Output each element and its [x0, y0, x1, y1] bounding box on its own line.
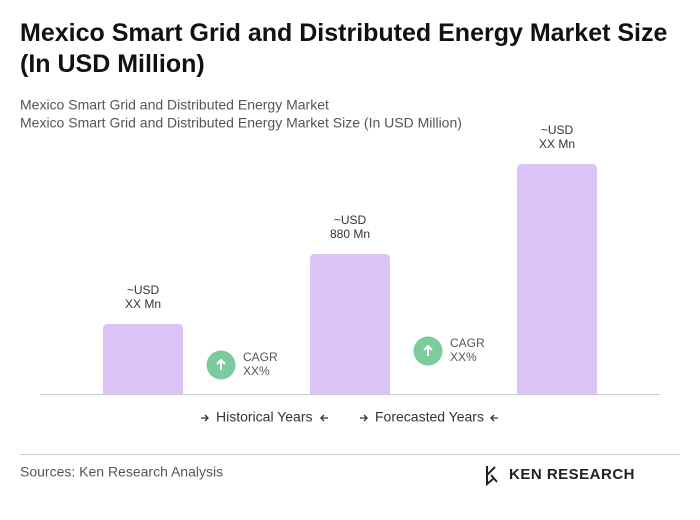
logo-icon	[486, 466, 498, 487]
value-label: XX Mn	[539, 137, 575, 151]
cagr-value: XX%	[450, 350, 477, 364]
cagr-arrow	[423, 344, 433, 356]
legend-entry: Forecasted Years	[375, 409, 484, 425]
bar	[310, 254, 390, 394]
bar	[103, 324, 183, 394]
cagr-label: CAGR	[243, 350, 278, 364]
legend-arrow	[320, 414, 328, 422]
legend-arrow	[360, 414, 368, 422]
chart-title: Mexico Smart Grid and Distributed Energy…	[20, 19, 668, 78]
value-label: ~USD	[127, 283, 160, 297]
cagr-arrow	[216, 358, 226, 370]
legend: Historical Years Forecasted Years	[201, 409, 498, 425]
value-label: ~USD	[541, 123, 574, 137]
legend-entry: Historical Years	[216, 409, 313, 425]
value-label: 880 Mn	[330, 227, 370, 241]
subtitle: Mexico Smart Grid and Distributed Energy…	[20, 97, 329, 113]
value-label: XX Mn	[125, 297, 161, 311]
value-label: ~USD	[334, 213, 367, 227]
legend-arrow	[201, 414, 209, 422]
cagr-label: CAGR	[450, 336, 485, 350]
legend-arrow	[490, 414, 498, 422]
subtitle: Mexico Smart Grid and Distributed Energy…	[20, 115, 462, 131]
bar	[517, 164, 597, 394]
cagr-value: XX%	[243, 364, 270, 378]
logo: KEN RESEARCH	[486, 466, 635, 487]
logo-text: KEN RESEARCH	[509, 466, 635, 483]
source: Sources: Ken Research Analysis	[20, 464, 223, 480]
